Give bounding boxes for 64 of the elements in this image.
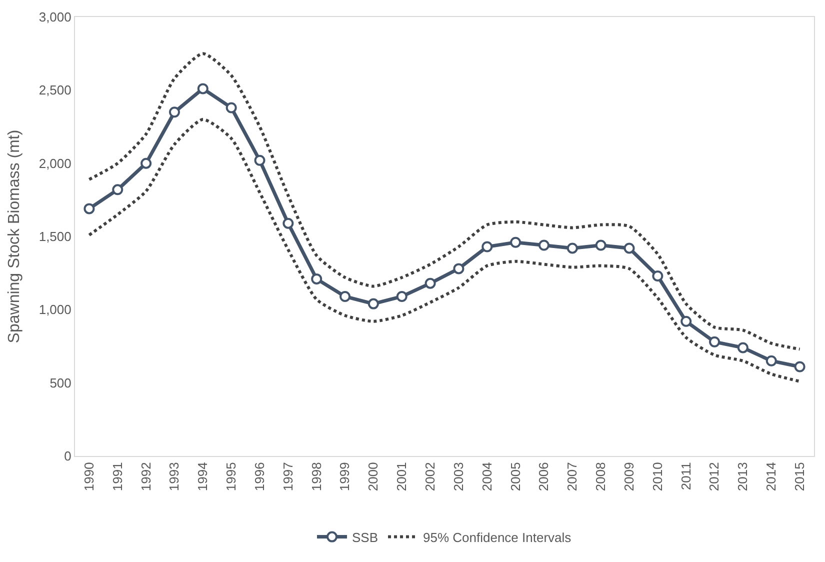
x-tick-label: 2005: [508, 462, 523, 492]
point: [794, 361, 806, 372]
point: [482, 241, 493, 252]
y-tick-label: 2,000: [38, 156, 72, 171]
x-tick-label: 1998: [308, 462, 324, 492]
point: [624, 242, 635, 254]
point: [112, 184, 124, 196]
y-tick-label: 3,000: [38, 10, 72, 25]
point: [424, 278, 436, 289]
point: [254, 154, 266, 166]
x-tick-label: 2001: [394, 462, 410, 492]
point: [766, 355, 777, 366]
x-tick-label: 2004: [479, 462, 494, 492]
x-tick-label: 1994: [195, 462, 210, 492]
point: [595, 240, 606, 251]
x-tick-label: 2010: [650, 462, 665, 492]
x-tick-label: 1997: [280, 462, 296, 492]
x-tick-label: 1990: [81, 462, 96, 492]
x-tick-label: 2006: [536, 462, 552, 492]
x-tick-label: 1991: [110, 462, 125, 492]
y-tick-label: 500: [50, 375, 72, 390]
point: [538, 240, 550, 251]
x-tick-label: 2002: [422, 462, 438, 492]
point: [311, 273, 322, 284]
y-tick-label: 1,500: [38, 229, 72, 244]
point: [566, 242, 578, 254]
x-tick-label: 2014: [764, 462, 779, 492]
legend-label: 95% Confidence Intervals: [423, 530, 572, 545]
x-tick-label: 2015: [792, 462, 808, 492]
x-tick-label: 2008: [593, 462, 608, 492]
point: [226, 102, 237, 114]
line-series: [88, 118, 802, 383]
point: [652, 270, 664, 282]
point: [340, 291, 351, 302]
x-tick-label: 1996: [252, 462, 267, 492]
y-tick-label: 1,000: [38, 302, 72, 318]
line-series: [88, 52, 802, 351]
x-tick-label: 2003: [450, 462, 466, 492]
y-axis-title: Spawning Stock Biomass (mt): [6, 130, 23, 344]
x-tick-label: 2009: [621, 462, 636, 492]
legend-label: SSB: [352, 530, 378, 545]
point: [197, 83, 208, 94]
point: [510, 236, 522, 248]
x-tick-label: 1999: [337, 462, 352, 492]
point: [368, 298, 379, 310]
point: [168, 106, 180, 118]
y-tick-label: 2,500: [38, 82, 72, 98]
x-tick-label: 2011: [678, 462, 694, 490]
point: [709, 336, 720, 348]
point: [282, 218, 294, 229]
x-tick-label: 2007: [564, 462, 580, 492]
point: [396, 291, 408, 302]
x-tick-label: 2013: [735, 462, 750, 492]
point: [737, 342, 748, 354]
point: [680, 316, 692, 327]
x-tick-label: 2000: [366, 462, 381, 492]
x-tick-label: 1992: [138, 462, 154, 492]
point: [84, 203, 95, 214]
point: [140, 158, 152, 169]
y-tick-label: 0: [64, 448, 72, 464]
x-tick-label: 1995: [224, 462, 239, 492]
x-tick-label: 2012: [706, 462, 722, 492]
x-tick-label: 1993: [166, 462, 182, 492]
point: [453, 263, 464, 274]
